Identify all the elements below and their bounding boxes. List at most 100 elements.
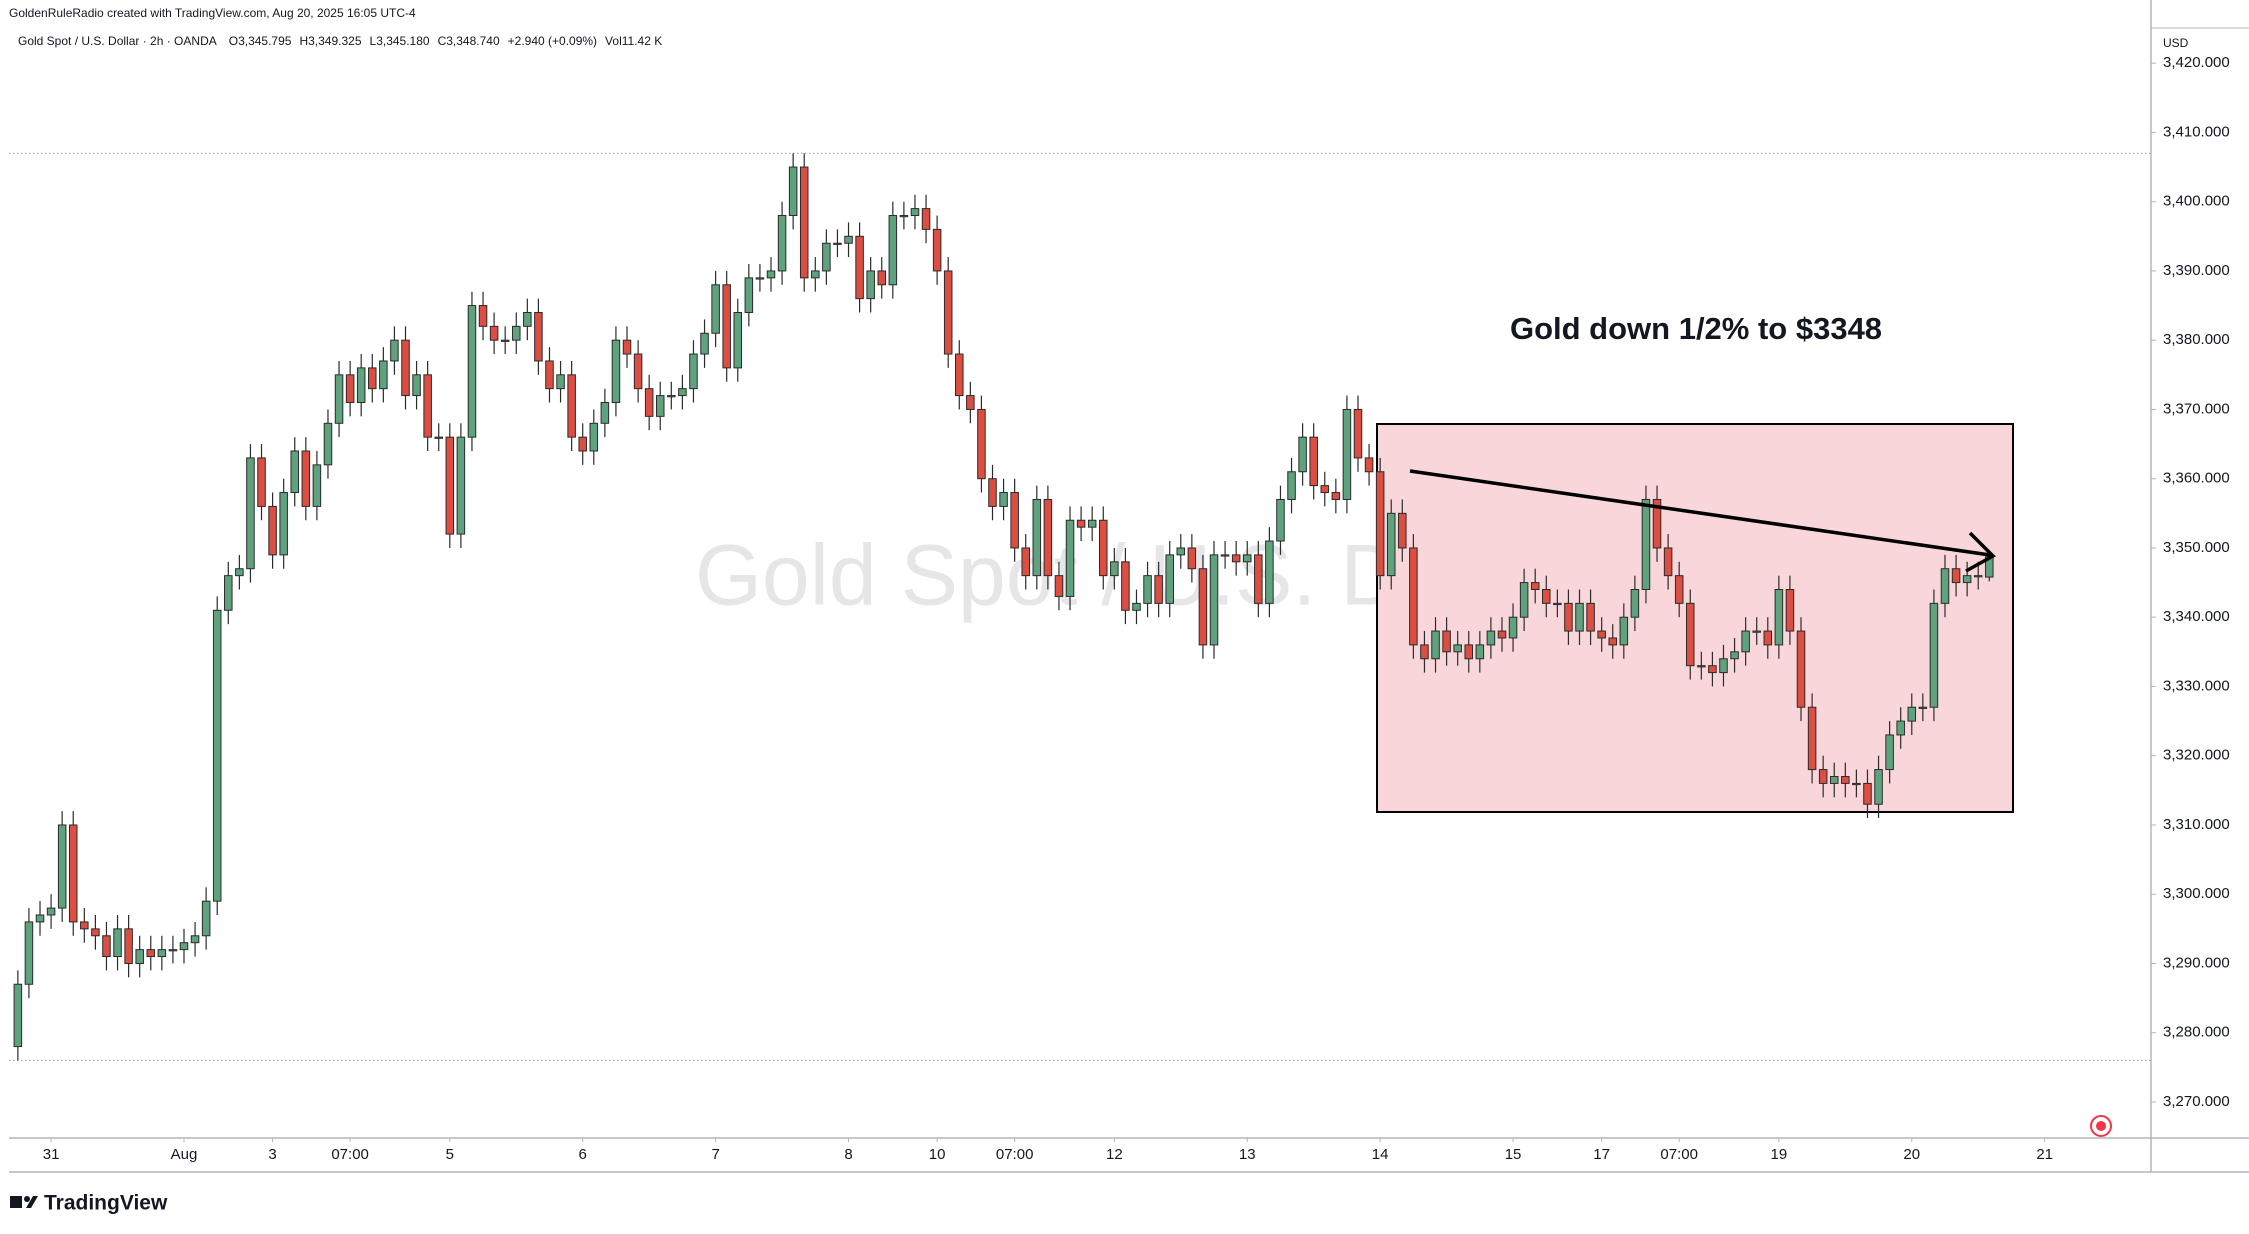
candle-body xyxy=(179,942,189,951)
candle xyxy=(1575,589,1584,645)
candle-body xyxy=(1242,554,1252,563)
trend-line xyxy=(1409,469,1991,557)
candle-body xyxy=(811,270,820,279)
candle-body xyxy=(1420,644,1429,660)
candle-body xyxy=(1497,630,1507,639)
candle-body xyxy=(1409,547,1418,646)
candle xyxy=(1320,471,1330,507)
candle xyxy=(257,444,266,521)
candle-body xyxy=(478,305,488,327)
trend-arrowhead xyxy=(1965,531,1996,573)
candle xyxy=(722,270,731,382)
candle-body xyxy=(1708,665,1717,674)
y-tick-label: 3,280.000 xyxy=(2163,1024,2230,1041)
y-tick-label: 3,370.000 xyxy=(2163,400,2230,417)
candle xyxy=(822,229,831,285)
candle xyxy=(135,935,144,978)
candle xyxy=(1597,617,1606,652)
candle-body xyxy=(855,235,864,300)
credit: GoldenRuleRadio created with TradingView… xyxy=(9,6,416,20)
candle-body xyxy=(1697,665,1706,668)
y-tick-label: 3,390.000 xyxy=(2163,262,2230,279)
candle-body xyxy=(589,422,599,452)
candle xyxy=(1929,589,1939,722)
candle-body xyxy=(1641,498,1651,591)
y-tick-label: 3,380.000 xyxy=(2163,331,2230,348)
candle xyxy=(1464,631,1474,673)
candle xyxy=(24,908,34,999)
candle xyxy=(478,291,488,341)
alert-ring xyxy=(2090,1115,2112,1137)
candle xyxy=(1619,603,1629,659)
x-tick-label: 07:00 xyxy=(996,1146,1034,1163)
candle-body xyxy=(955,353,964,397)
candle-body xyxy=(1818,769,1828,784)
candle xyxy=(1087,506,1097,542)
candle xyxy=(611,326,621,417)
candle-body xyxy=(822,242,831,272)
x-tick-label: 8 xyxy=(844,1146,852,1163)
candle xyxy=(179,928,189,964)
candle-body xyxy=(977,408,986,480)
candle xyxy=(777,201,787,285)
candle xyxy=(1398,499,1407,562)
candle xyxy=(1829,762,1839,798)
candle-body xyxy=(412,374,421,397)
candle-body xyxy=(1663,547,1673,577)
candle xyxy=(600,388,610,438)
candle-body xyxy=(46,907,56,916)
currency: USD xyxy=(2163,36,2189,50)
candle xyxy=(700,319,709,368)
candle-body xyxy=(1054,575,1064,597)
candle xyxy=(966,381,975,424)
candle-body xyxy=(57,824,67,909)
candle-body xyxy=(1375,471,1385,577)
candle-body xyxy=(1730,651,1739,660)
candle-body xyxy=(1896,720,1905,736)
candle-body xyxy=(1630,589,1640,618)
candle xyxy=(523,298,532,341)
candle xyxy=(678,374,687,410)
candle-body xyxy=(1564,602,1573,632)
candle-body xyxy=(744,277,754,313)
candle-body xyxy=(1209,554,1219,646)
candle-body xyxy=(500,339,510,342)
candle-body xyxy=(1940,568,1950,604)
candle-body xyxy=(356,367,366,404)
candle-body xyxy=(1486,630,1496,646)
candle-body xyxy=(1763,630,1773,646)
candle xyxy=(921,194,931,244)
candle xyxy=(1685,589,1695,680)
candle-body xyxy=(511,325,521,341)
candle-body xyxy=(246,457,255,570)
candle-body xyxy=(611,339,621,404)
candle-body xyxy=(1043,498,1053,577)
candle xyxy=(1796,617,1806,722)
candle xyxy=(1298,423,1307,486)
candle-body xyxy=(1841,775,1850,784)
candle xyxy=(811,257,820,292)
candle xyxy=(1010,478,1019,562)
candle xyxy=(1940,554,1950,618)
candle-body xyxy=(1110,561,1119,577)
y-tick-label: 3,400.000 xyxy=(2163,193,2230,210)
candle xyxy=(113,915,122,971)
candle xyxy=(711,270,720,348)
candle-body xyxy=(534,311,543,362)
candle-body xyxy=(999,492,1008,507)
y-tick-label: 3,290.000 xyxy=(2163,954,2230,971)
candle xyxy=(1497,617,1507,652)
candle-body xyxy=(1320,485,1330,494)
candle xyxy=(212,596,222,915)
candle-body xyxy=(168,949,178,952)
candle xyxy=(1132,589,1141,625)
candle-body xyxy=(988,478,997,507)
candle-body xyxy=(423,374,432,438)
candle-body xyxy=(545,360,554,390)
candle xyxy=(1962,561,1972,597)
x-tick-label: 07:00 xyxy=(1660,1146,1698,1163)
candle xyxy=(1530,568,1540,604)
candle xyxy=(977,395,986,493)
candle-body xyxy=(921,208,931,230)
candle xyxy=(268,492,277,569)
